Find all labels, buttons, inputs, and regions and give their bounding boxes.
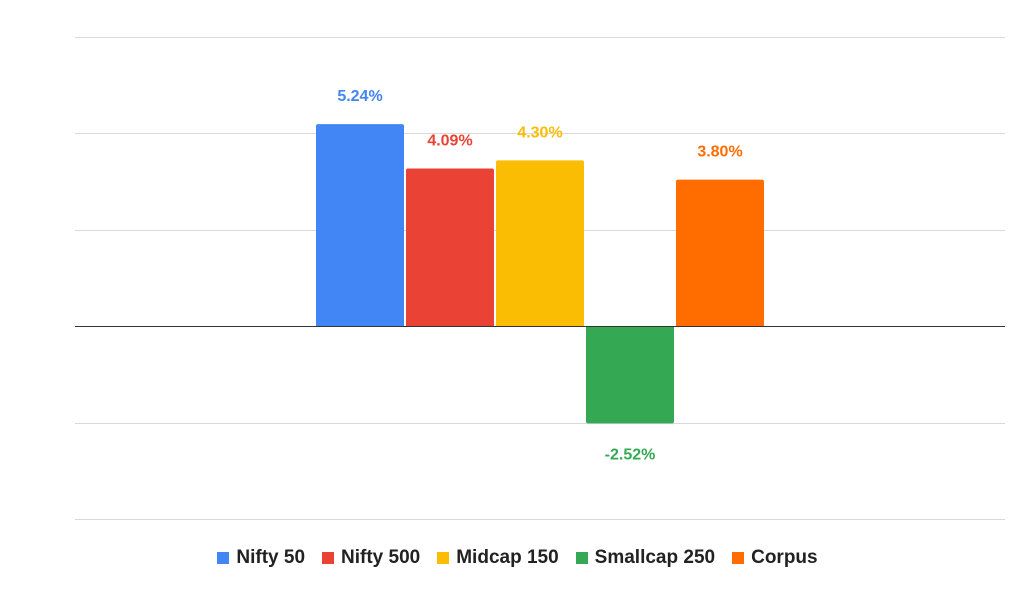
legend-item-corpus: Corpus <box>732 547 818 569</box>
legend-swatch <box>322 552 335 564</box>
data-label-corpus: 3.80% <box>697 144 742 161</box>
bars <box>316 124 764 424</box>
data-label-nifty-500: 4.09% <box>427 132 472 149</box>
bar-midcap-150 <box>496 160 584 327</box>
legend-item-nifty-500: Nifty 500 <box>322 547 420 569</box>
bar-corpus <box>676 179 764 327</box>
bar-nifty-50 <box>316 124 404 327</box>
legend-swatch <box>732 552 745 564</box>
data-labels: 5.24% 4.09% 4.30% -2.52% 3.80% <box>337 88 742 463</box>
bar-smallcap-250 <box>586 326 674 424</box>
legend-label: Smallcap 250 <box>594 547 716 568</box>
legend-label: Midcap 150 <box>456 547 559 568</box>
data-label-nifty-50: 5.24% <box>337 88 382 105</box>
legend-swatch <box>575 552 588 564</box>
data-label-smallcap-250: -2.52% <box>605 446 656 463</box>
legend-label: Nifty 50 <box>236 547 306 568</box>
legend-item-midcap-150: Midcap 150 <box>437 547 559 569</box>
bar-nifty-500 <box>406 168 494 327</box>
legend-item-nifty-50: Nifty 50 <box>217 547 305 569</box>
legend: Nifty 50 Nifty 500 Midcap 150 Smallcap 2… <box>0 546 1035 570</box>
legend-label: Nifty 500 <box>341 547 421 568</box>
data-label-midcap-150: 4.30% <box>517 124 562 141</box>
legend-label: Corpus <box>751 547 818 568</box>
legend-item-smallcap-250: Smallcap 250 <box>575 547 716 569</box>
legend-swatch <box>217 552 230 564</box>
legend-swatch <box>437 552 450 564</box>
